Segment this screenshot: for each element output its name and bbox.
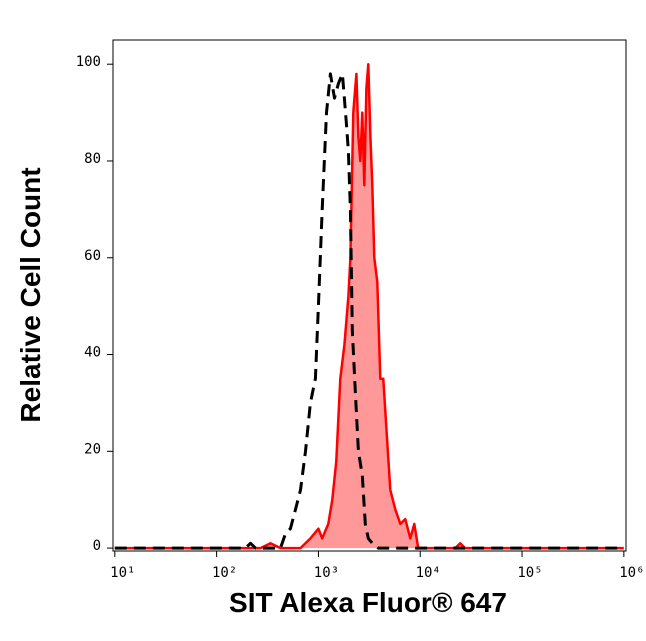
x-tick-label: 10²	[212, 565, 237, 581]
y-tick-label: 100	[76, 54, 101, 70]
x-tick-label: 10⁵	[517, 565, 542, 581]
y-tick-label: 0	[93, 538, 101, 554]
x-tick-label: 10¹	[110, 565, 135, 581]
x-axis-label: SIT Alexa Fluor® 647	[229, 587, 507, 618]
x-tick-label: 10⁶	[619, 565, 644, 581]
x-tick-label: 10⁴	[416, 565, 441, 581]
plot-frame	[112, 39, 627, 552]
y-tick-label: 40	[84, 345, 101, 361]
area	[114, 64, 624, 549]
y-tick-label: 20	[84, 441, 101, 457]
line	[114, 72, 624, 550]
y-axis-label: Relative Cell Count	[15, 167, 46, 422]
y-tick-label: 80	[84, 151, 101, 167]
y-tick-label: 60	[84, 248, 101, 264]
line	[114, 62, 624, 550]
x-tick-label: 10³	[314, 565, 339, 581]
